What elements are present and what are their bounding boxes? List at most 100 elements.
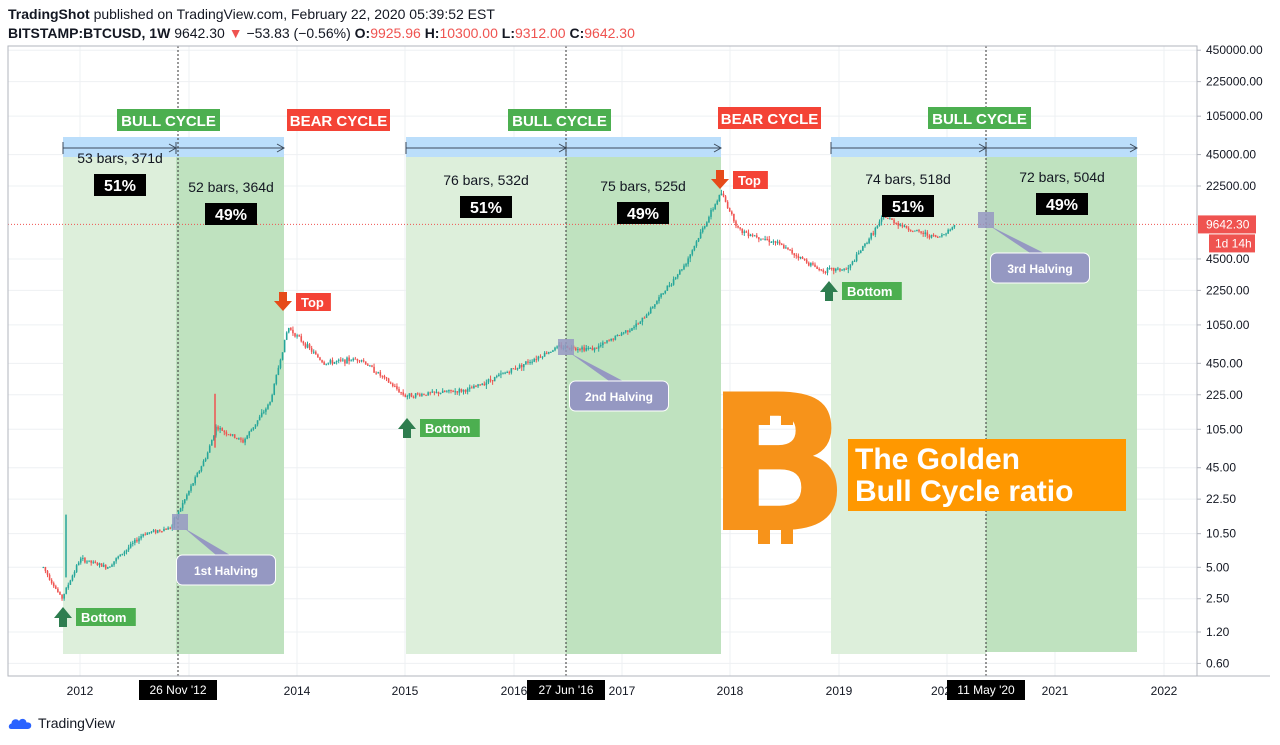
candle-body xyxy=(44,567,47,571)
annotation-label: Bottom xyxy=(81,610,127,625)
candle-body xyxy=(475,385,477,387)
candle-body xyxy=(681,269,683,271)
candle-body xyxy=(543,352,546,357)
candle-body xyxy=(660,293,662,298)
candle-body xyxy=(169,527,172,529)
candle-body xyxy=(924,232,927,235)
candle-body xyxy=(233,434,236,438)
segment-pct-bg xyxy=(205,203,257,225)
candle-body xyxy=(556,346,558,348)
candle-body xyxy=(77,562,80,566)
candle-body xyxy=(367,364,369,366)
candle-body xyxy=(102,564,105,567)
candle-body xyxy=(450,389,452,392)
candle-body xyxy=(745,231,748,233)
y-tick-label: 450.00 xyxy=(1206,356,1243,370)
candle-body xyxy=(59,592,61,595)
candle-body xyxy=(385,377,388,379)
candle-body xyxy=(88,560,90,562)
candle-body xyxy=(427,392,429,396)
candle-body xyxy=(516,367,519,370)
candle-body xyxy=(273,383,276,395)
y-tick-label: 22.50 xyxy=(1206,492,1236,506)
title-callout-bg xyxy=(848,439,1126,511)
candle-body xyxy=(930,234,933,238)
candle-body xyxy=(240,438,242,440)
candle-body xyxy=(928,235,931,238)
footer-brand[interactable]: TradingView xyxy=(38,715,116,731)
candle-body xyxy=(922,232,924,235)
candle-body xyxy=(525,361,527,365)
candle-body xyxy=(587,347,590,349)
up-arrow-icon xyxy=(54,607,72,627)
candle-body xyxy=(647,313,650,315)
candle-body xyxy=(267,404,269,409)
candle-body xyxy=(454,391,456,393)
candle-body xyxy=(797,255,800,259)
candle-body xyxy=(755,235,758,238)
current-price-badge xyxy=(1198,215,1256,234)
candle-body xyxy=(61,594,63,599)
candle-body xyxy=(853,260,856,262)
candle-body xyxy=(897,223,900,226)
candle-body xyxy=(703,226,706,229)
candle-body xyxy=(134,539,136,543)
candle-body xyxy=(312,351,315,353)
candle-body xyxy=(202,461,205,467)
halving-marker xyxy=(978,212,994,228)
candle-body xyxy=(547,351,550,354)
candle-body xyxy=(146,532,149,535)
candle-body xyxy=(758,237,760,240)
candle-body xyxy=(735,221,737,226)
candle-body xyxy=(464,389,467,392)
candle-body xyxy=(408,393,411,396)
candle-body xyxy=(862,246,864,251)
candle-body xyxy=(575,348,577,350)
candle-body xyxy=(911,231,914,233)
candle-body xyxy=(741,228,744,233)
candle-body xyxy=(452,391,454,393)
candle-body xyxy=(429,392,432,394)
segment-pct-label: 51% xyxy=(470,200,502,217)
candle-body xyxy=(687,258,689,265)
high-label: H: xyxy=(424,25,440,41)
candle-body xyxy=(855,254,858,261)
candle-body xyxy=(722,193,725,197)
candle-body xyxy=(689,254,692,259)
candle-body xyxy=(595,347,598,349)
segment-pct-bg xyxy=(617,202,669,224)
candle-body xyxy=(874,228,877,235)
candle-body xyxy=(225,432,228,435)
candle-body xyxy=(90,560,92,563)
bitcoin-stem xyxy=(781,399,793,425)
candle-body xyxy=(321,360,323,363)
candle-body xyxy=(539,356,542,358)
candle-body xyxy=(708,216,710,223)
segment-pct-bg xyxy=(882,195,934,217)
candle-body xyxy=(211,439,213,446)
candle-body xyxy=(131,542,134,544)
candle-body xyxy=(371,365,373,367)
candle-body xyxy=(770,241,773,243)
candle-body xyxy=(304,343,307,348)
candle-body xyxy=(292,329,294,334)
candle-body xyxy=(419,394,421,396)
candle-body xyxy=(123,551,126,554)
candle-body xyxy=(406,395,409,397)
cycle-tag-label: BEAR CYCLE xyxy=(290,113,388,130)
candle-body xyxy=(495,376,498,378)
candle-body xyxy=(818,268,820,270)
candle-body xyxy=(283,339,286,353)
candle-body xyxy=(728,208,731,212)
y-tick-label: 22500.00 xyxy=(1206,179,1256,193)
segment-bars-label: 75 bars, 525d xyxy=(600,178,686,194)
candle-body xyxy=(481,383,484,386)
cycle-tag-bull: BULL CYCLE xyxy=(117,109,220,131)
author-name[interactable]: TradingShot xyxy=(8,6,90,22)
candle-body xyxy=(140,536,142,539)
candle-body xyxy=(914,230,916,232)
candle-body xyxy=(144,534,147,536)
candle-body xyxy=(807,262,810,266)
candle-body xyxy=(733,214,735,222)
